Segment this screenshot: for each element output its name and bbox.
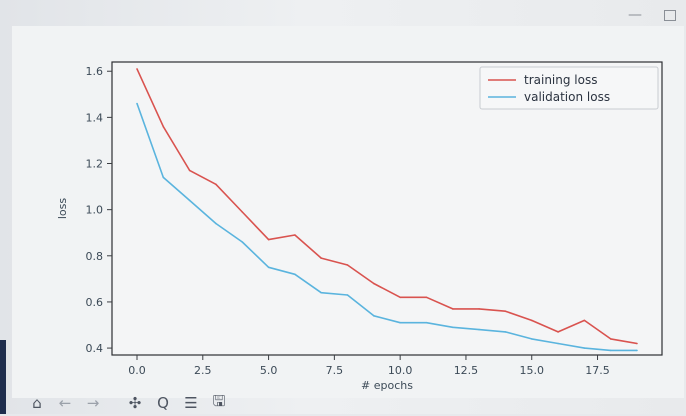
x-tick-label: 15.0 bbox=[519, 364, 544, 377]
data-point bbox=[478, 308, 480, 310]
y-tick-label: 0.8 bbox=[86, 250, 104, 263]
data-point bbox=[215, 183, 217, 186]
data-point bbox=[425, 321, 428, 324]
y-tick-label: 1.0 bbox=[86, 204, 104, 217]
data-point bbox=[399, 321, 402, 324]
x-axis-label: # epochs bbox=[361, 379, 413, 392]
save-floppy-icon[interactable]: 🖫 bbox=[212, 391, 226, 410]
data-point bbox=[373, 315, 375, 317]
data-point bbox=[609, 338, 612, 340]
data-point bbox=[162, 125, 165, 128]
y-tick-label: 0.6 bbox=[86, 296, 104, 309]
data-point bbox=[162, 176, 165, 179]
data-point bbox=[399, 296, 402, 299]
x-tick-label: 10.0 bbox=[388, 364, 413, 377]
legend bbox=[479, 66, 659, 110]
legend-label: validation loss bbox=[524, 90, 610, 104]
forward-arrow-icon[interactable]: → bbox=[86, 394, 100, 412]
data-point bbox=[609, 349, 612, 352]
data-point bbox=[188, 199, 191, 202]
axes-frame bbox=[111, 61, 663, 356]
data-point bbox=[636, 342, 638, 345]
data-point bbox=[294, 273, 296, 276]
window-controls: — bbox=[628, 6, 676, 24]
data-point bbox=[452, 308, 454, 310]
y-tick-label: 1.4 bbox=[86, 111, 104, 124]
data-point bbox=[557, 342, 559, 345]
data-point bbox=[452, 326, 454, 329]
data-point bbox=[294, 234, 296, 236]
navigation-toolbar: ⌂ ← → ✣ Q ☰ 🖫 bbox=[0, 392, 686, 414]
data-point bbox=[267, 266, 270, 269]
data-point bbox=[530, 338, 533, 340]
x-tick-label: 17.5 bbox=[585, 364, 610, 377]
y-axis-label: loss bbox=[56, 198, 69, 220]
series-line-validation-loss bbox=[136, 103, 637, 352]
data-point bbox=[478, 328, 480, 331]
data-point bbox=[136, 68, 138, 70]
data-point bbox=[530, 319, 533, 322]
loss-chart: 0.4 0.6 0.8 1.0 1.2 1.4 1.6 0.0 2.5 5.0 7.5 10.0 12.… bbox=[56, 61, 663, 392]
y-tick-label: 1.6 bbox=[86, 65, 104, 78]
data-point bbox=[583, 319, 586, 322]
data-point bbox=[583, 347, 586, 349]
zoom-magnifier-icon[interactable]: Q bbox=[157, 394, 169, 412]
minimize-icon[interactable]: — bbox=[628, 7, 642, 23]
data-point bbox=[504, 331, 507, 333]
x-tick-label: 2.5 bbox=[194, 364, 212, 377]
data-point bbox=[136, 102, 138, 105]
maximize-icon[interactable] bbox=[664, 9, 676, 21]
data-point bbox=[346, 294, 349, 296]
configure-subplots-icon[interactable]: ☰ bbox=[184, 394, 198, 412]
data-point bbox=[346, 264, 349, 266]
x-tick-label: 0.0 bbox=[128, 364, 146, 377]
window-edge bbox=[0, 340, 6, 414]
data-point bbox=[320, 291, 323, 294]
figure-canvas: 0.4 0.6 0.8 1.0 1.2 1.4 1.6 0.0 2.5 5.0 7.5 10.0 12.… bbox=[12, 26, 684, 398]
data-point bbox=[188, 169, 191, 172]
x-tick-label: 7.5 bbox=[326, 364, 344, 377]
data-point bbox=[557, 331, 559, 333]
x-tick-label: 12.5 bbox=[454, 364, 479, 377]
data-point bbox=[425, 296, 428, 299]
pan-move-icon[interactable]: ✣ bbox=[128, 394, 142, 412]
data-point bbox=[504, 310, 507, 313]
data-point bbox=[215, 222, 217, 225]
data-point bbox=[320, 257, 323, 259]
data-point bbox=[373, 282, 375, 285]
data-point bbox=[241, 211, 244, 213]
home-icon[interactable]: ⌂ bbox=[32, 394, 42, 412]
y-tick-label: 0.4 bbox=[86, 342, 104, 355]
y-tick-label: 1.2 bbox=[86, 158, 104, 171]
data-point bbox=[267, 238, 270, 241]
data-point bbox=[241, 241, 244, 243]
x-tick-label: 5.0 bbox=[260, 364, 278, 377]
legend-label: training loss bbox=[524, 73, 597, 87]
data-point bbox=[636, 349, 638, 352]
series-line-training-loss bbox=[136, 68, 638, 345]
back-arrow-icon[interactable]: ← bbox=[58, 394, 72, 412]
